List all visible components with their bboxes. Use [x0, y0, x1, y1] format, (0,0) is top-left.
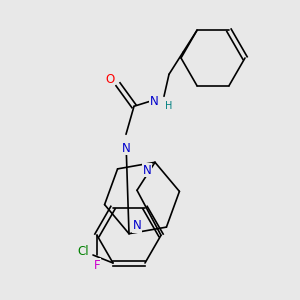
Text: N: N — [133, 219, 141, 232]
Text: N: N — [150, 95, 158, 108]
Text: N: N — [122, 142, 130, 155]
Text: N: N — [142, 164, 152, 177]
Text: Cl: Cl — [77, 244, 89, 257]
Text: F: F — [94, 259, 100, 272]
Text: H: H — [165, 101, 173, 111]
Text: O: O — [105, 73, 115, 86]
